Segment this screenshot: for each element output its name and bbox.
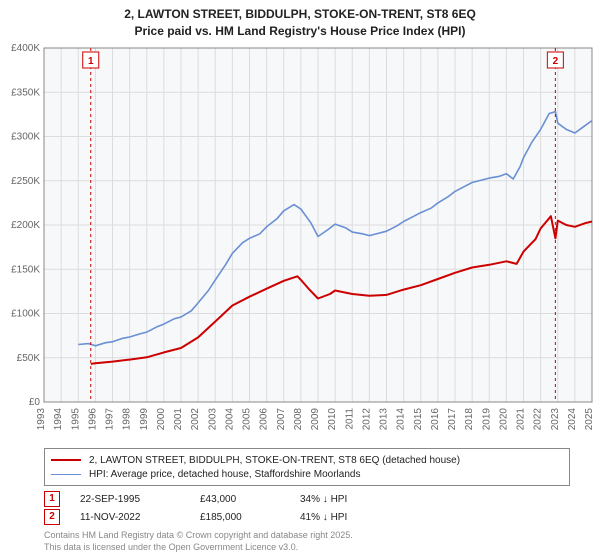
marker-info-block: 1 22-SEP-1995 £43,000 34% ↓ HPI 2 11-NOV… (44, 490, 556, 526)
marker-badge-1: 1 (44, 491, 60, 507)
chart-area: £0 £50K £100K £150K £200K £250K £300K £350K £400… (0, 42, 600, 442)
svg-text:£400K: £400K (11, 43, 40, 54)
svg-text:1994: 1994 (53, 408, 64, 431)
svg-text:2005: 2005 (242, 408, 253, 431)
svg-text:2013: 2013 (379, 408, 390, 431)
svg-text:2023: 2023 (550, 408, 561, 431)
legend-swatch-2 (51, 474, 81, 475)
legend-row: 2, LAWTON STREET, BIDDULPH, STOKE-ON-TRE… (51, 453, 563, 467)
marker-badge-2: 2 (44, 509, 60, 525)
title-line-1: 2, LAWTON STREET, BIDDULPH, STOKE-ON-TRE… (0, 6, 600, 23)
marker-price-2: £185,000 (200, 512, 300, 523)
svg-text:2018: 2018 (464, 408, 475, 431)
svg-text:£100K: £100K (11, 309, 40, 320)
svg-text:1993: 1993 (36, 408, 47, 431)
marker-delta-2: 41% ↓ HPI (300, 512, 420, 523)
marker-date-2: 11-NOV-2022 (80, 512, 200, 523)
svg-text:2009: 2009 (310, 408, 321, 431)
svg-text:2001: 2001 (173, 408, 184, 431)
svg-text:2006: 2006 (259, 408, 270, 431)
svg-text:1997: 1997 (105, 408, 116, 431)
legend-row: HPI: Average price, detached house, Staf… (51, 467, 563, 481)
svg-text:2025: 2025 (584, 408, 595, 431)
svg-text:2002: 2002 (190, 408, 201, 431)
svg-text:2019: 2019 (481, 408, 492, 431)
footer-line-1: Contains HM Land Registry data © Crown c… (44, 530, 353, 542)
svg-text:2017: 2017 (447, 408, 458, 431)
svg-text:£150K: £150K (11, 264, 40, 275)
svg-text:£0: £0 (29, 397, 41, 408)
svg-text:2020: 2020 (498, 408, 509, 431)
svg-text:2011: 2011 (344, 408, 355, 430)
svg-text:2022: 2022 (533, 408, 544, 431)
svg-text:1999: 1999 (139, 408, 150, 431)
svg-text:2000: 2000 (156, 408, 167, 431)
svg-text:£250K: £250K (11, 176, 40, 187)
marker-row: 1 22-SEP-1995 £43,000 34% ↓ HPI (44, 490, 556, 508)
svg-text:£50K: £50K (17, 353, 41, 364)
title-line-2: Price paid vs. HM Land Registry's House … (0, 23, 600, 40)
title-block: 2, LAWTON STREET, BIDDULPH, STOKE-ON-TRE… (0, 0, 600, 40)
svg-text:1998: 1998 (122, 408, 133, 431)
svg-text:1: 1 (88, 56, 94, 67)
marker-row: 2 11-NOV-2022 £185,000 41% ↓ HPI (44, 508, 556, 526)
svg-text:2024: 2024 (567, 408, 578, 431)
svg-text:2016: 2016 (430, 408, 441, 431)
marker-date-1: 22-SEP-1995 (80, 494, 200, 505)
svg-text:£300K: £300K (11, 132, 40, 143)
svg-text:2010: 2010 (327, 408, 338, 431)
legend-swatch-1 (51, 459, 81, 461)
legend-label-1: 2, LAWTON STREET, BIDDULPH, STOKE-ON-TRE… (89, 455, 460, 466)
footer-attribution: Contains HM Land Registry data © Crown c… (44, 530, 353, 553)
legend-label-2: HPI: Average price, detached house, Staf… (89, 469, 360, 480)
svg-text:2014: 2014 (396, 408, 407, 431)
svg-text:2008: 2008 (293, 408, 304, 431)
legend-box: 2, LAWTON STREET, BIDDULPH, STOKE-ON-TRE… (44, 448, 570, 486)
marker-price-1: £43,000 (200, 494, 300, 505)
svg-text:2007: 2007 (276, 408, 287, 431)
svg-text:£350K: £350K (11, 87, 40, 98)
svg-text:2: 2 (553, 56, 559, 67)
footer-line-2: This data is licensed under the Open Gov… (44, 542, 353, 554)
chart-svg: £0 £50K £100K £150K £200K £250K £300K £350K £400… (0, 42, 600, 442)
svg-text:2015: 2015 (413, 408, 424, 431)
svg-text:2004: 2004 (224, 408, 235, 431)
svg-text:1996: 1996 (87, 408, 98, 431)
svg-text:2012: 2012 (361, 408, 372, 431)
svg-text:2021: 2021 (516, 408, 527, 431)
svg-text:2003: 2003 (207, 408, 218, 431)
chart-container: 2, LAWTON STREET, BIDDULPH, STOKE-ON-TRE… (0, 0, 600, 560)
marker-delta-1: 34% ↓ HPI (300, 494, 420, 505)
svg-text:1995: 1995 (70, 408, 81, 431)
svg-text:£200K: £200K (11, 220, 40, 231)
